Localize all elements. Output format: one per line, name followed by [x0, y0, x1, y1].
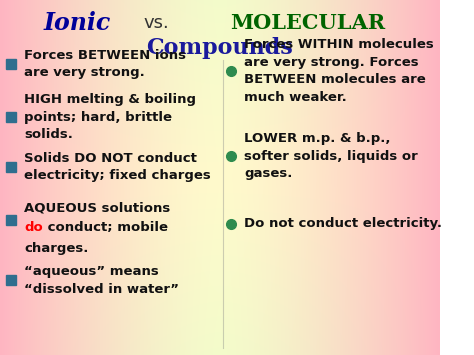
Text: Forces WITHIN molecules
are very strong. Forces
BETWEEN molecules are
much weake: Forces WITHIN molecules are very strong.… — [244, 38, 434, 104]
Text: charges.: charges. — [24, 242, 89, 255]
Text: MOLECULAR: MOLECULAR — [230, 13, 385, 33]
Text: vs.: vs. — [143, 14, 169, 32]
Text: Forces BETWEEN ions
are very strong.: Forces BETWEEN ions are very strong. — [24, 49, 186, 79]
Text: LOWER m.p. & b.p.,
softer solids, liquids or
gases.: LOWER m.p. & b.p., softer solids, liquid… — [244, 132, 418, 180]
Text: Ionic: Ionic — [43, 11, 110, 35]
Text: Solids DO NOT conduct
electricity; fixed charges: Solids DO NOT conduct electricity; fixed… — [24, 152, 211, 182]
Text: HIGH melting & boiling
points; hard, brittle
solids.: HIGH melting & boiling points; hard, bri… — [24, 93, 196, 141]
Text: AQUEOUS solutions: AQUEOUS solutions — [24, 201, 171, 214]
Text: “aqueous” means
“dissolved in water”: “aqueous” means “dissolved in water” — [24, 265, 179, 296]
Text: do: do — [24, 222, 43, 234]
Text: Compounds: Compounds — [146, 37, 293, 59]
Text: conduct; mobile: conduct; mobile — [43, 222, 168, 234]
Text: Do not conduct electricity.: Do not conduct electricity. — [244, 217, 442, 230]
